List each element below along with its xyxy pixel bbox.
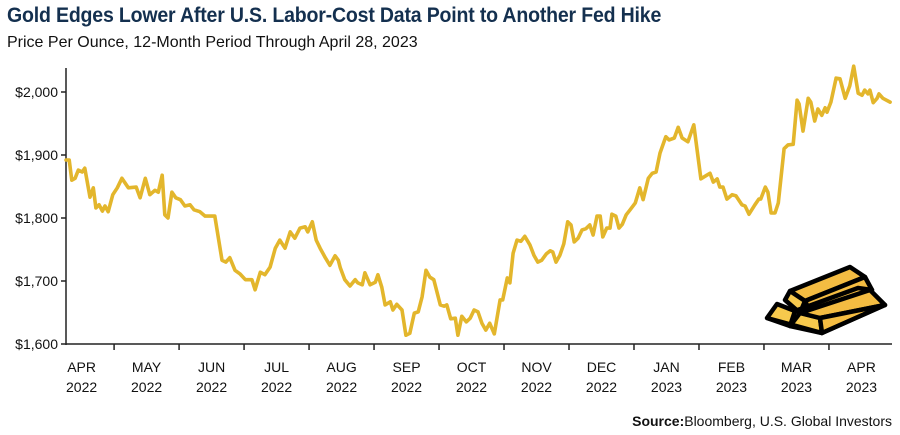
source-label: Source: [632, 413, 685, 429]
x-tick-label-year: 2023 [651, 379, 682, 395]
x-tick-label-year: 2022 [391, 379, 422, 395]
x-tick-label-month: OCT [457, 359, 487, 375]
x-tick-label-month: APR [847, 359, 876, 375]
x-tick-label-year: 2023 [716, 379, 747, 395]
source-note: Source:Bloomberg, U.S. Global Investors [632, 413, 892, 429]
gold-price-line [64, 64, 892, 337]
x-tick-label-month: JUL [264, 359, 289, 375]
x-tick-label-month: FEB [718, 359, 745, 375]
x-tick-label-year: 2022 [586, 379, 617, 395]
x-tick-label-month: MAY [132, 359, 162, 375]
x-tick-label-year: 2022 [196, 379, 227, 395]
x-tick-label-year: 2022 [261, 379, 292, 395]
data-points [65, 66, 891, 336]
chart-title: Gold Edges Lower After U.S. Labor-Cost D… [7, 4, 662, 27]
y-tick-label: $1,900 [15, 147, 58, 163]
x-tick-label-month: AUG [326, 359, 356, 375]
y-tick-label: $1,800 [15, 210, 58, 226]
axes [61, 68, 892, 350]
chart-subtitle: Price Per Ounce, 12-Month Period Through… [7, 34, 418, 51]
x-tick-labels: APR 2022 MAY 2022 JUN 2022 JUL 2022 AUG 2022 SEP 20… [66, 359, 877, 395]
x-tick-label-month: NOV [521, 359, 552, 375]
x-tick-label-month: SEP [393, 359, 421, 375]
y-tick-label: $2,000 [15, 84, 58, 100]
y-tick-labels: $1,600 $1,700 $1,800 $1,900 $2,000 [15, 84, 58, 352]
x-tick-label-month: JAN [653, 359, 679, 375]
x-tick-label-month: DEC [587, 359, 617, 375]
x-tick-label-month: JUN [198, 359, 225, 375]
x-tick-label-year: 2022 [66, 379, 97, 395]
x-tick-label-year: 2022 [326, 379, 357, 395]
y-tick-label: $1,600 [15, 336, 58, 352]
x-tick-label-year: 2023 [781, 379, 812, 395]
x-tick-label-year: 2022 [521, 379, 552, 395]
source-text: Bloomberg, U.S. Global Investors [684, 413, 892, 429]
gold-bars-icon [764, 264, 888, 336]
y-tick-label: $1,700 [15, 273, 58, 289]
x-tick-label-year: 2022 [131, 379, 162, 395]
x-tick-label-month: APR [67, 359, 96, 375]
x-tick-label-month: MAR [781, 359, 812, 375]
x-tick-label-year: 2022 [456, 379, 487, 395]
x-tick-label-year: 2023 [846, 379, 877, 395]
